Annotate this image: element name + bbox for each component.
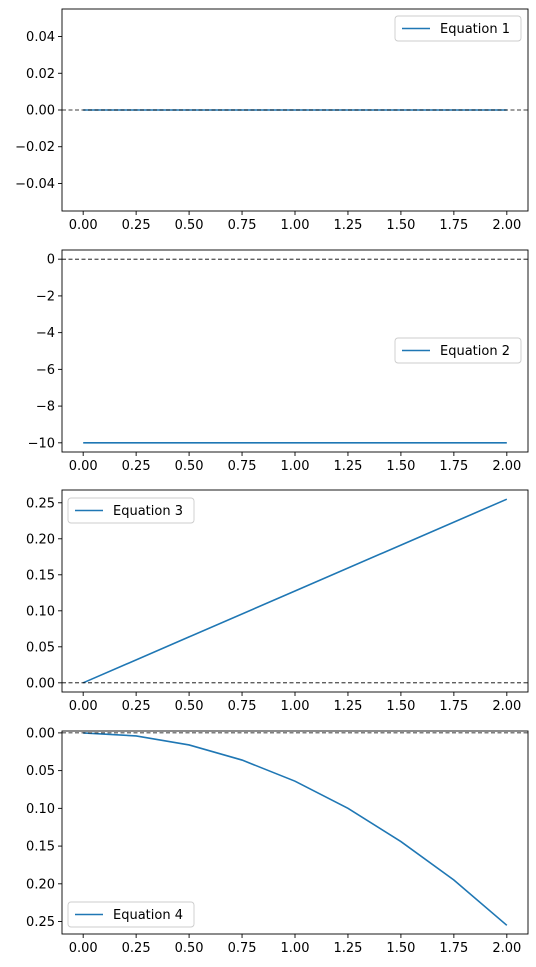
y-tick-label-4: 0.05: [26, 764, 55, 779]
x-tick-label-4: 1.75: [439, 941, 468, 956]
x-tick-label-3: 0.25: [122, 699, 151, 714]
x-tick-label-3: 1.00: [281, 699, 310, 714]
y-tick-label-2: −4: [36, 326, 55, 341]
y-tick-label-2: −10: [28, 436, 55, 451]
y-tick-label-1: −0.04: [15, 177, 55, 192]
y-tick-label-1: 0.04: [26, 30, 55, 45]
x-tick-label-1: 1.25: [333, 218, 362, 233]
subplot-2: 0.00 0.25 0.50 0.75 1.00 1.25 1.50 1.75 2.00 0 −2 −…: [28, 249, 529, 474]
subplot-3: 0.00 0.25 0.50 0.75 1.00 1.25 1.50 1.75 2.00 0.25…: [26, 489, 529, 714]
x-tick-label-1: 1.75: [439, 218, 468, 233]
x-tick-label-2: 0.00: [69, 459, 98, 474]
x-tick-label-1: 0.50: [175, 218, 204, 233]
y-tick-label-3: 0.05: [26, 640, 55, 655]
subplot-1: 0.00 0.25 0.50 0.75 1.00 1.25 1.50 1.75 2.00 0.04…: [15, 8, 529, 233]
x-tick-label-1: 2.00: [492, 218, 521, 233]
x-tick-label-4: 1.00: [281, 941, 310, 956]
y-tick-label-4: 0.25: [26, 915, 55, 930]
x-tick-label-3: 0.75: [228, 699, 257, 714]
y-tick-label-3: 0.25: [26, 496, 55, 511]
x-tick-label-4: 0.25: [122, 941, 151, 956]
x-tick-label-3: 1.25: [333, 699, 362, 714]
x-tick-label-3: 2.00: [492, 699, 521, 714]
y-tick-label-3: 0.15: [26, 568, 55, 583]
y-tick-label-1: 0.02: [26, 67, 55, 82]
legend-label-1: Equation 1: [440, 22, 510, 37]
x-tick-label-4: 0.00: [69, 941, 98, 956]
x-tick-label-1: 1.00: [281, 218, 310, 233]
legend-box-4: [67, 901, 195, 928]
x-tick-label-2: 1.00: [281, 459, 310, 474]
x-tick-label-1: 1.50: [386, 218, 415, 233]
y-tick-label-4: 0.20: [26, 877, 55, 892]
x-tick-label-2: 0.75: [228, 459, 257, 474]
x-tick-label-2: 1.25: [333, 459, 362, 474]
y-tick-label-1: −0.02: [15, 140, 55, 155]
legend-3: Equation 3: [67, 497, 195, 524]
legend-label-3: Equation 3: [113, 504, 183, 519]
x-tick-label-1: 0.75: [228, 218, 257, 233]
y-tick-label-2: −2: [36, 289, 55, 304]
legend-box-3: [67, 497, 195, 524]
legend-1: Equation 1: [394, 15, 522, 42]
x-tick-label-2: 1.50: [386, 459, 415, 474]
x-tick-label-4: 0.50: [175, 941, 204, 956]
x-tick-label-3: 1.75: [439, 699, 468, 714]
x-tick-label-1: 0.00: [69, 218, 98, 233]
legend-label-2: Equation 2: [440, 344, 510, 359]
y-tick-label-2: −6: [36, 363, 55, 378]
legend-2: Equation 2: [394, 337, 522, 364]
x-tick-label-3: 0.00: [69, 699, 98, 714]
y-tick-label-3: 0.10: [26, 604, 55, 619]
subplot-4: 0.00 0.25 0.50 0.75 1.00 1.25 1.50 1.75 2.00 0.00…: [26, 726, 529, 956]
y-tick-label-3: 0.00: [26, 676, 55, 691]
series-line-3: [82, 498, 508, 684]
y-tick-label-3: 0.20: [26, 532, 55, 547]
legend-box-1: [394, 15, 522, 42]
x-tick-label-2: 0.50: [175, 459, 204, 474]
x-tick-label-4: 0.75: [228, 941, 257, 956]
x-tick-label-4: 1.25: [333, 941, 362, 956]
x-tick-label-4: 1.50: [386, 941, 415, 956]
y-tick-label-1: 0.00: [26, 104, 55, 119]
x-tick-label-3: 1.50: [386, 699, 415, 714]
y-tick-label-2: −8: [36, 400, 55, 415]
y-tick-label-4: 0.10: [26, 802, 55, 817]
x-tick-label-1: 0.25: [122, 218, 151, 233]
y-tick-label-4: 0.15: [26, 840, 55, 855]
y-tick-label-4: 0.00: [26, 726, 55, 741]
x-tick-label-4: 2.00: [492, 941, 521, 956]
legend-label-4: Equation 4: [113, 908, 183, 923]
y-tick-label-2: 0: [47, 253, 55, 268]
legend-box-2: [394, 337, 522, 364]
x-tick-label-2: 1.75: [439, 459, 468, 474]
x-tick-label-3: 0.50: [175, 699, 204, 714]
legend-4: Equation 4: [67, 901, 195, 928]
x-tick-label-2: 0.25: [122, 459, 151, 474]
x-tick-label-2: 2.00: [492, 459, 521, 474]
series-line-4: [83, 732, 508, 926]
